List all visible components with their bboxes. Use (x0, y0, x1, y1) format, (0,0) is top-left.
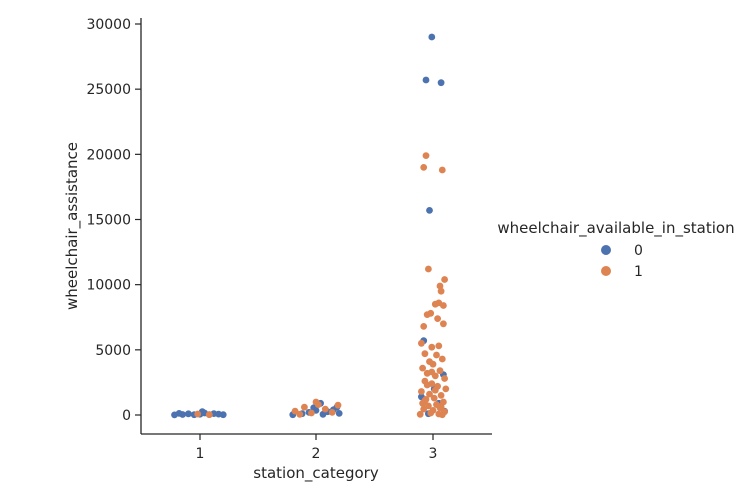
y-axis-ticks: 0 5000 10000 15000 20000 25000 30000 (86, 17, 141, 424)
data-point-series-1 (440, 302, 447, 309)
data-point-series-1 (440, 320, 447, 328)
data-point-series-1 (301, 403, 308, 411)
legend-marker-1 (601, 266, 611, 276)
legend-label-0: 0 (634, 243, 643, 259)
legend-title: wheelchair_available_in_station (497, 219, 734, 238)
data-point-series-1 (437, 403, 445, 410)
data-point-series-0 (428, 33, 436, 41)
data-point-series-1 (437, 287, 445, 295)
legend-marker-0 (601, 245, 611, 255)
data-point-series-1 (423, 311, 431, 318)
data-point-series-1 (421, 350, 429, 358)
data-point-series-1 (423, 381, 431, 389)
x-tick-label: 2 (312, 446, 321, 462)
data-points (171, 33, 450, 419)
data-point-series-1 (205, 411, 213, 418)
data-point-series-1 (438, 355, 446, 363)
data-point-series-1 (334, 401, 342, 409)
data-point-series-1 (436, 367, 444, 375)
data-point-series-1 (430, 394, 438, 402)
x-tick-label: 1 (196, 446, 205, 462)
data-point-series-1 (328, 409, 336, 416)
data-point-series-1 (420, 323, 428, 330)
data-point-series-1 (428, 343, 436, 351)
data-point-series-1 (431, 386, 439, 394)
data-point-series-1 (442, 385, 450, 393)
y-tick-label: 25000 (86, 82, 131, 98)
y-tick-label: 5000 (95, 343, 131, 359)
data-point-series-0 (335, 410, 343, 417)
data-point-series-1 (420, 164, 428, 171)
data-point-series-1 (296, 410, 304, 418)
data-point-series-0 (219, 411, 227, 419)
data-point-series-1 (308, 409, 315, 417)
data-point-series-0 (437, 79, 445, 87)
data-point-series-1 (426, 390, 433, 398)
data-point-series-1 (418, 388, 425, 395)
data-point-series-0 (185, 410, 192, 418)
data-point-series-1 (437, 392, 445, 399)
data-point-series-1 (434, 315, 441, 322)
y-tick-label: 20000 (86, 147, 131, 163)
data-point-series-1 (194, 410, 202, 418)
data-point-series-1 (416, 410, 424, 418)
x-tick-label: 3 (429, 446, 438, 462)
y-tick-label: 30000 (86, 17, 131, 33)
data-point-series-1 (438, 166, 446, 174)
legend: wheelchair_available_in_station 01 (497, 219, 734, 280)
legend-label-1: 1 (634, 264, 643, 280)
data-point-series-1 (428, 368, 436, 376)
data-point-series-1 (427, 409, 435, 417)
data-point-series-1 (441, 375, 448, 382)
data-point-series-1 (312, 398, 320, 406)
data-point-series-0 (426, 207, 433, 214)
data-point-series-1 (421, 397, 429, 405)
y-axis-label: wheelchair_assistance (63, 142, 82, 310)
data-point-series-1 (418, 339, 425, 347)
data-point-series-1 (419, 364, 426, 372)
x-axis-ticks: 1 2 3 (196, 434, 438, 462)
data-point-series-1 (441, 276, 448, 283)
x-axis-label: station_category (253, 464, 379, 483)
data-point-series-0 (422, 76, 430, 84)
data-point-series-1 (420, 405, 428, 413)
legend-entries: 01 (601, 243, 643, 280)
data-point-series-1 (433, 351, 440, 359)
y-tick-label: 10000 (86, 278, 131, 294)
data-point-series-1 (431, 300, 439, 308)
data-point-series-1 (438, 411, 446, 419)
data-point-series-1 (429, 360, 437, 368)
data-point-series-0 (175, 410, 183, 417)
data-point-series-1 (422, 152, 430, 160)
data-point-series-1 (321, 405, 329, 413)
y-tick-label: 15000 (86, 213, 131, 229)
data-point-series-1 (436, 282, 444, 290)
y-tick-label: 0 (122, 408, 131, 424)
data-point-series-1 (435, 342, 443, 350)
data-point-series-1 (425, 265, 432, 273)
